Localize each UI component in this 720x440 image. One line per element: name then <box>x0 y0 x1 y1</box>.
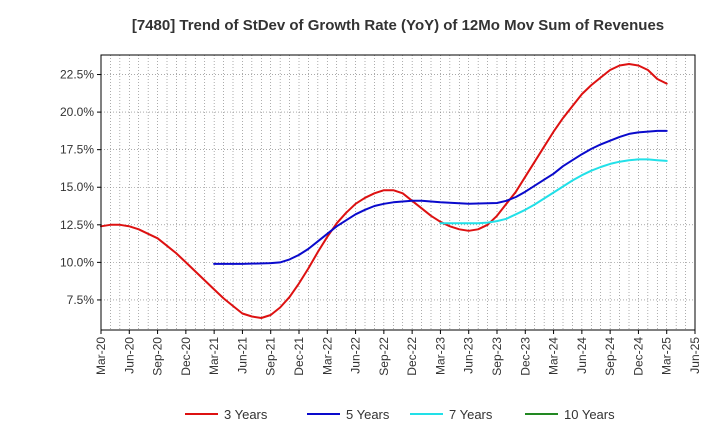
x-tick-label: Sep-22 <box>377 337 391 376</box>
x-tick-label: Jun-20 <box>122 337 136 374</box>
x-tick-label: Jun-24 <box>575 337 589 374</box>
x-tick-label: Dec-23 <box>518 337 532 376</box>
x-tick-label: Sep-20 <box>151 337 165 376</box>
legend: 3 Years 5 Years 7 Years 10 Years <box>185 407 615 422</box>
chart-title: [7480] Trend of StDev of Growth Rate (Yo… <box>132 17 664 34</box>
x-tick-label: Mar-24 <box>547 337 561 375</box>
grid <box>100 55 696 330</box>
series-line-7-years <box>439 158 668 225</box>
x-tick-label: Jun-22 <box>349 337 363 374</box>
x-tick-label: Mar-25 <box>660 337 674 375</box>
series-line-3-years <box>100 63 668 319</box>
series-line-5-years <box>213 129 668 265</box>
y-tick-label: 10.0% <box>60 255 94 269</box>
y-tick-label: 7.5% <box>67 293 95 307</box>
legend-label: 7 Years <box>449 407 493 422</box>
legend-label: 3 Years <box>224 407 268 422</box>
x-tick-label: Dec-22 <box>405 337 419 376</box>
plot-frame <box>100 54 696 331</box>
y-tick-label: 20.0% <box>60 105 94 119</box>
y-tick-label: 15.0% <box>60 180 94 194</box>
x-tick-label: Mar-20 <box>94 337 108 375</box>
y-tick-label: 17.5% <box>60 143 94 157</box>
x-tick-label: Jun-23 <box>462 337 476 374</box>
x-tick-label: Sep-24 <box>603 337 617 376</box>
x-tick-label: Mar-22 <box>320 337 334 375</box>
x-axis: Mar-20 Jun-20 Sep-20 Dec-20 Mar-21 Jun-21 Sep-… <box>94 330 702 376</box>
x-tick-label: Dec-20 <box>179 337 193 376</box>
legend-label: 5 Years <box>346 407 390 422</box>
y-axis: 7.5% 10.0% 12.5% 15.0% 17.5% 20.0% 22.5% <box>60 68 101 307</box>
x-tick-label: Jun-21 <box>235 337 249 374</box>
x-tick-label: Sep-21 <box>264 337 278 376</box>
x-tick-label: Sep-23 <box>490 337 504 376</box>
legend-label: 10 Years <box>564 407 615 422</box>
y-tick-label: 22.5% <box>60 68 94 82</box>
y-tick-label: 12.5% <box>60 218 94 232</box>
x-tick-label: Dec-24 <box>631 337 645 376</box>
x-tick-label: Mar-23 <box>433 337 447 375</box>
x-tick-label: Dec-21 <box>292 337 306 376</box>
x-tick-label: Jun-25 <box>688 337 702 374</box>
series-lines <box>100 63 668 319</box>
x-tick-label: Mar-21 <box>207 337 221 375</box>
